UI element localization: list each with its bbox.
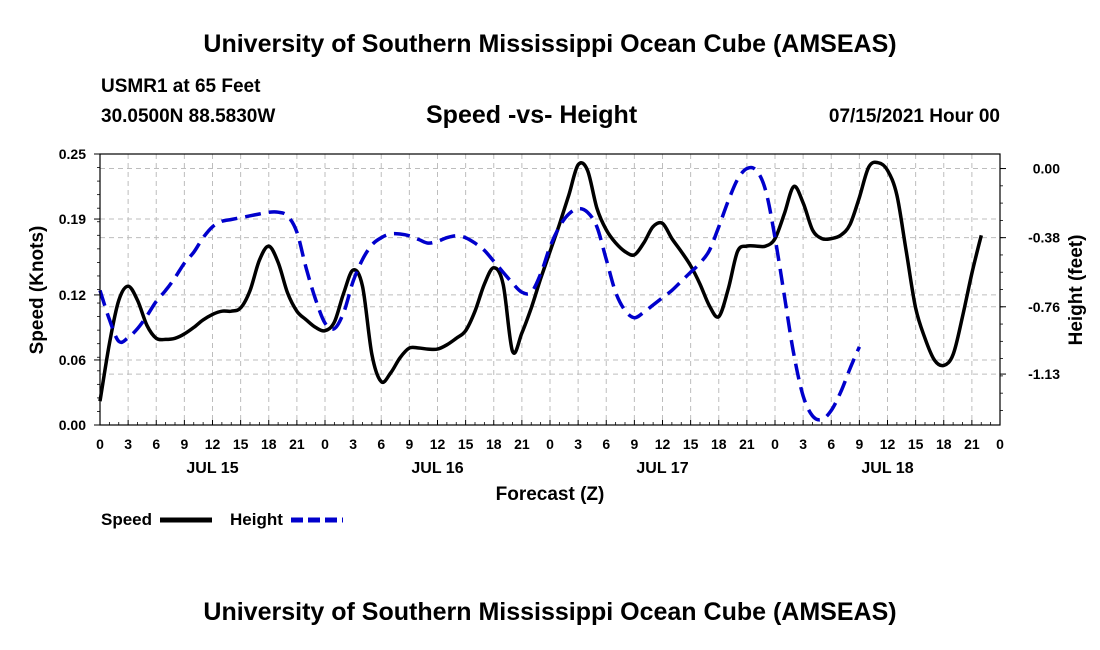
x-tick-label: 9 (180, 436, 188, 452)
x-tick-label: 6 (152, 436, 160, 452)
x-tick-label: 15 (683, 436, 699, 452)
x-axis-label: Forecast (Z) (496, 484, 605, 505)
station-coordinates: 30.0500N 88.5830W (101, 106, 276, 127)
x-tick-label: 21 (739, 436, 755, 452)
y2-tick-label: -1.13 (1028, 366, 1060, 382)
run-date: 07/15/2021 Hour 00 (828, 106, 1000, 127)
y2-tick-label: 0.00 (1033, 161, 1060, 177)
y-axis-label: Speed (Knots) (27, 226, 48, 355)
x-tick-label: 3 (799, 436, 807, 452)
x-tick-label: 3 (124, 436, 132, 452)
x-tick-label: 15 (233, 436, 249, 452)
legend: Speed Height (101, 510, 343, 529)
footer-title: University of Southern Mississippi Ocean… (203, 598, 897, 626)
y2-tick-label: -0.76 (1028, 299, 1060, 315)
y2-tick-label: -0.38 (1028, 230, 1060, 246)
x-tick-label: 3 (574, 436, 582, 452)
x-tick-label: 6 (377, 436, 385, 452)
x-tick-label: 15 (458, 436, 474, 452)
legend-height-label: Height (230, 510, 283, 529)
speed-series-line (98, 160, 983, 402)
x-tick-label: 18 (711, 436, 727, 452)
day-label: JUL 15 (186, 460, 238, 477)
x-tick-label: 21 (289, 436, 305, 452)
x-tick-label: 6 (602, 436, 610, 452)
y2-axis-label: Height (feet) (1066, 235, 1087, 346)
page-title: University of Southern Mississippi Ocean… (203, 30, 897, 58)
station-label: USMR1 at 65 Feet (101, 76, 261, 97)
x-tick-label: 9 (855, 436, 863, 452)
x-tick-label: 12 (655, 436, 671, 452)
x-tick-label: 12 (205, 436, 221, 452)
x-tick-label: 0 (96, 436, 104, 452)
day-label: JUL 17 (636, 460, 688, 477)
y-tick-label: 0.06 (59, 352, 86, 368)
x-tick-label: 21 (964, 436, 980, 452)
height-series-line (98, 165, 861, 422)
x-tick-label: 15 (908, 436, 924, 452)
x-tick-label: 18 (486, 436, 502, 452)
x-tick-label: 0 (996, 436, 1004, 452)
legend-speed-label: Speed (101, 510, 152, 529)
x-tick-label: 0 (771, 436, 779, 452)
chart-title: Speed -vs- Height (426, 101, 638, 129)
y-tick-label: 0.00 (59, 417, 86, 433)
x-tick-label: 9 (405, 436, 413, 452)
x-tick-label: 0 (546, 436, 554, 452)
x-tick-label: 18 (261, 436, 277, 452)
y-tick-label: 0.25 (59, 146, 86, 162)
x-tick-label: 0 (321, 436, 329, 452)
x-tick-label: 9 (630, 436, 638, 452)
x-tick-label: 6 (827, 436, 835, 452)
day-label: JUL 18 (861, 460, 913, 477)
x-tick-label: 21 (514, 436, 530, 452)
day-label: JUL 16 (411, 460, 463, 477)
x-tick-label: 3 (349, 436, 357, 452)
y-tick-label: 0.19 (59, 211, 86, 227)
x-tick-label: 18 (936, 436, 952, 452)
y-tick-label: 0.12 (59, 287, 86, 303)
x-tick-label: 12 (430, 436, 446, 452)
x-tick-label: 12 (880, 436, 896, 452)
